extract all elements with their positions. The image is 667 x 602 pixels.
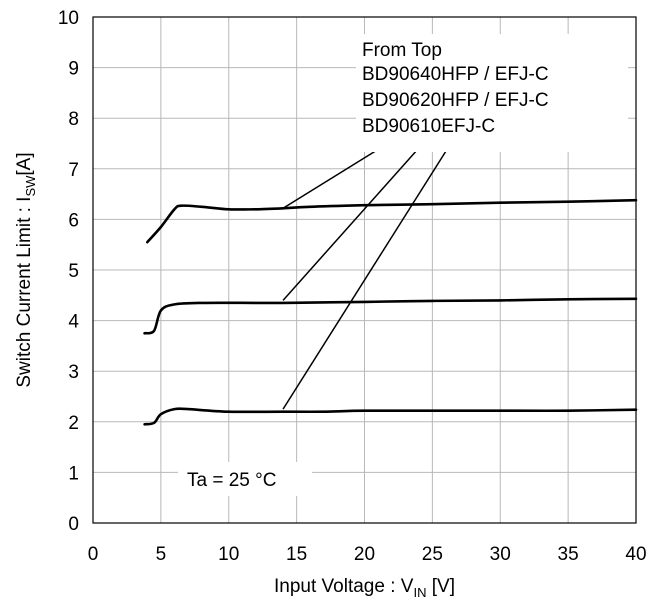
x-tick-label: 15 <box>286 544 307 565</box>
x-tick-label: 35 <box>558 544 579 565</box>
y-axis-title-unit: [A] <box>14 152 35 175</box>
x-axis-title: Input Voltage : VIN [V] <box>274 576 455 600</box>
x-tick-labels: 0 5 10 15 20 25 30 35 40 <box>88 544 647 565</box>
leader-line <box>282 150 376 209</box>
y-tick-label: 0 <box>68 514 79 535</box>
y-axis-title-subscript: SW <box>23 175 38 197</box>
y-tick-label: 4 <box>68 312 79 333</box>
curve-bd90620 <box>143 297 638 335</box>
leader-line <box>282 150 417 301</box>
y-axis-title: Switch Current Limit : ISW[A] <box>14 152 38 387</box>
y-tick-label: 8 <box>68 109 79 130</box>
legend-background <box>356 34 628 152</box>
legend-entry-bd90640: BD90640HFP / EFJ-C <box>362 64 549 85</box>
legend-area: From Top BD90640HFP / EFJ-C BD90620HFP /… <box>356 34 628 152</box>
data-series <box>143 198 638 426</box>
y-tick-label: 3 <box>68 362 79 383</box>
y-axis-title-main: Switch Current Limit : I <box>14 197 35 388</box>
y-tick-labels: 0 1 2 3 4 5 6 7 8 9 10 <box>58 8 80 535</box>
y-tick-label: 10 <box>58 8 79 29</box>
legend-entry-bd90620: BD90620HFP / EFJ-C <box>362 90 549 111</box>
curve-bd90640 <box>146 198 638 244</box>
y-tick-label: 7 <box>68 160 79 181</box>
leader-line <box>282 150 447 410</box>
x-tick-label: 40 <box>625 544 646 565</box>
legend-entry-bd90610: BD90610EFJ-C <box>362 116 495 137</box>
temperature-condition: Ta = 25 °C <box>187 470 276 491</box>
leader-lines <box>282 150 447 410</box>
x-axis-title-main: Input Voltage : V <box>274 576 414 597</box>
x-tick-label: 30 <box>490 544 511 565</box>
y-tick-label: 5 <box>68 261 79 282</box>
curve-bd90610 <box>143 407 638 426</box>
y-tick-label: 2 <box>68 413 79 434</box>
y-tick-label: 9 <box>68 59 79 80</box>
x-tick-label: 20 <box>354 544 375 565</box>
x-tick-label: 25 <box>422 544 443 565</box>
x-tick-label: 5 <box>156 544 167 565</box>
x-axis-title-subscript: IN <box>413 585 426 600</box>
condition-area: Ta = 25 °C <box>178 462 312 496</box>
legend-title: From Top <box>362 40 442 61</box>
condition-background <box>178 462 312 496</box>
y-tick-label: 6 <box>68 210 79 231</box>
x-tick-label: 0 <box>88 544 99 565</box>
x-axis-title-unit: [V] <box>426 576 455 597</box>
y-tick-label: 1 <box>68 463 79 484</box>
plot-frame <box>92 16 637 524</box>
x-tick-label: 10 <box>218 544 239 565</box>
